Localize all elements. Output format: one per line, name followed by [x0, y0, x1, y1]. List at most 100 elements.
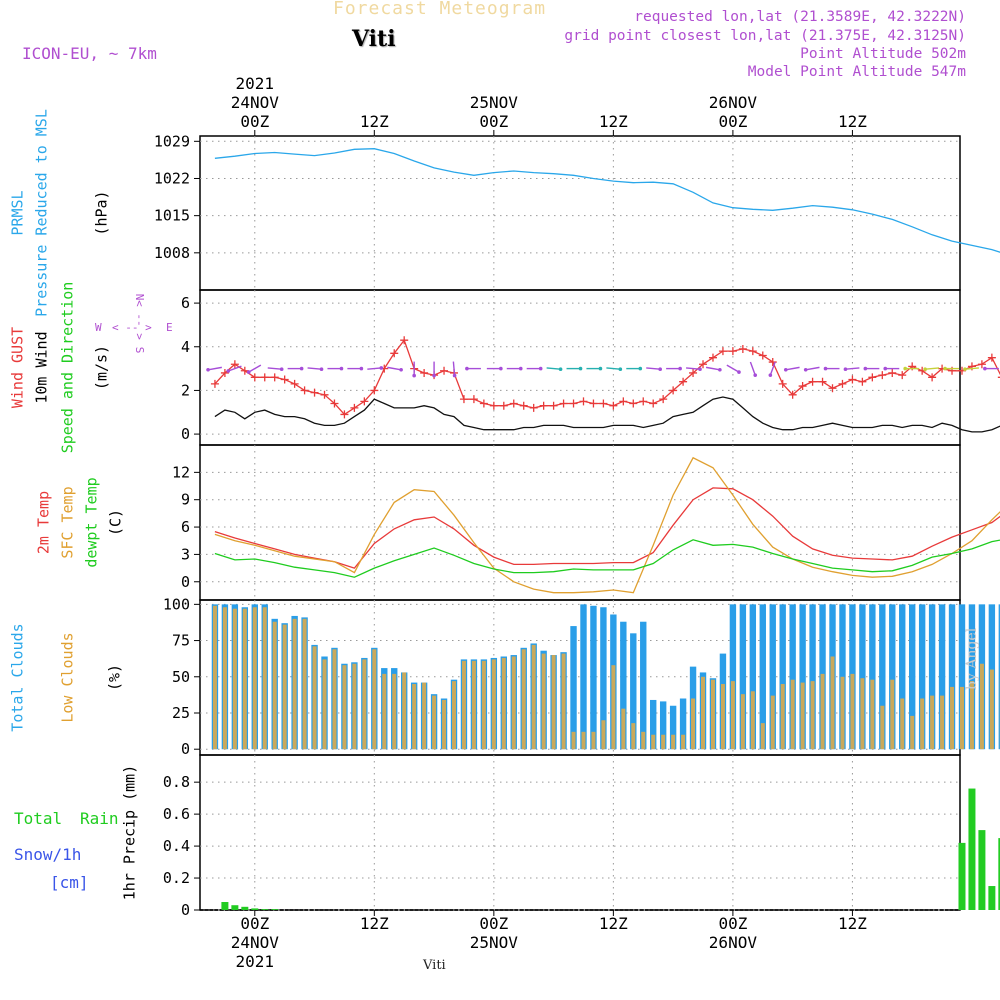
wind-arrow-head — [883, 366, 888, 371]
wind-arrow-head — [718, 368, 722, 372]
gust-marker — [679, 377, 688, 386]
low-cloud-bar — [322, 659, 327, 750]
total-cloud-bar — [590, 605, 597, 750]
low-cloud-bar — [750, 691, 755, 750]
temperature-panel: 0 3 6 9 12 2m Temp SFC Temp dewpt Temp (C) — [35, 444, 1000, 601]
low-cloud-bar — [342, 665, 347, 750]
temperature-label: SFC Temp — [59, 486, 77, 558]
precip-label-total: Total — [14, 809, 62, 828]
wind-arrow-head — [737, 370, 741, 374]
temperature-ytick-label: 3 — [181, 545, 190, 563]
wind-arrow-head — [903, 366, 907, 371]
precip-bar — [251, 908, 259, 910]
wind-arrow-head — [412, 373, 416, 378]
wind-arrow — [686, 367, 701, 370]
total-cloud-bar — [928, 604, 936, 750]
gust-marker — [898, 371, 907, 380]
wind-panel: 0 2 4 6 Wind GUST 10m Wind Speed and Direction… — [9, 282, 1000, 454]
gust-marker — [848, 375, 857, 384]
low-cloud-bar — [442, 699, 447, 750]
wind-arrow-head — [863, 366, 868, 371]
low-cloud-bar — [710, 679, 715, 750]
clouds-ytick-label: 0 — [181, 740, 190, 758]
gust-marker — [529, 403, 538, 412]
temperature-series-line — [214, 456, 1000, 594]
total-cloud-bar — [679, 698, 687, 750]
gust-marker — [479, 399, 488, 408]
clouds-ytick-label: 100 — [163, 595, 190, 613]
chart-title: Forecast Meteogram — [333, 0, 547, 19]
wind-series-line — [214, 338, 1000, 416]
gust-marker — [738, 344, 747, 353]
gust-marker — [220, 368, 229, 377]
gust-marker — [350, 403, 359, 412]
total-cloud-bar — [640, 621, 647, 750]
low-cloud-bar — [989, 669, 994, 750]
precip-bar — [231, 905, 239, 910]
low-cloud-bar — [720, 684, 725, 750]
wind-label: 10m Wind — [33, 331, 51, 403]
bottom-time-label: 12Z — [599, 914, 628, 933]
wind-arrow-head — [206, 368, 210, 372]
total-cloud-bar — [938, 604, 946, 750]
precip-bar — [988, 886, 996, 910]
gridpoint-coords: grid point closest lon,lat (21.375E, 42.… — [564, 28, 966, 44]
pressure-ytick-label: 1022 — [154, 169, 190, 187]
bottom-time-label: 2021 — [236, 952, 275, 971]
total-cloud-bar — [600, 607, 607, 750]
low-cloud-bar — [860, 678, 865, 750]
wind-label: Speed and Direction — [59, 282, 77, 454]
low-cloud-bar — [631, 723, 636, 750]
gust-marker — [997, 376, 1000, 378]
gust-marker — [340, 410, 349, 419]
gust-marker — [459, 395, 468, 404]
low-cloud-bar — [272, 621, 277, 750]
low-cloud-bar — [900, 698, 905, 750]
wind-arrow — [964, 367, 979, 370]
clouds-label: Total Clouds — [9, 623, 27, 731]
wind-arrow-head — [618, 367, 623, 372]
bottom-time-label: 24NOV — [231, 933, 280, 952]
wind-arrow-head — [658, 367, 662, 372]
top-time-label: 2021 — [236, 74, 275, 93]
low-cloud-bar — [511, 656, 516, 750]
gust-marker — [420, 368, 429, 377]
wind-arrow-head — [943, 366, 947, 371]
gust-marker — [778, 379, 787, 388]
low-cloud-bar — [352, 663, 357, 750]
low-cloud-bar — [412, 684, 417, 750]
gust-marker — [888, 368, 897, 377]
gust-marker — [240, 366, 249, 375]
wind-arrow — [925, 367, 940, 370]
wind-arrow — [452, 361, 456, 376]
low-cloud-bar — [551, 655, 556, 750]
gust-marker — [699, 360, 708, 369]
gust-marker — [728, 347, 737, 356]
gust-marker — [639, 397, 648, 406]
low-cloud-bar — [541, 653, 546, 750]
wind-arrow-head — [768, 373, 773, 377]
low-cloud-bar — [491, 659, 496, 750]
wind-arrow — [749, 361, 756, 376]
precip-label: 1hr Precip (mm) — [121, 765, 139, 900]
total-cloud-bar — [908, 604, 916, 750]
low-cloud-bar — [959, 686, 964, 750]
gust-marker — [250, 373, 259, 382]
low-cloud-bar — [870, 679, 875, 750]
gust-marker — [659, 395, 668, 404]
requested-coords: requested lon,lat (21.3589E, 42.3222N) — [634, 9, 966, 25]
gust-marker — [270, 373, 279, 382]
wind-arrow-head — [638, 366, 643, 371]
clouds-ytick-label: 25 — [172, 704, 190, 722]
model-label: ICON-EU, ~ 7km — [22, 44, 157, 63]
top-time-label: 25NOV — [470, 93, 519, 112]
compass-south: S — [133, 347, 146, 354]
wind-arrow — [307, 367, 322, 370]
low-cloud-bar — [252, 607, 257, 750]
low-cloud-bar — [222, 607, 227, 750]
precip-ytick-label: 0.6 — [163, 805, 190, 823]
top-time-label: 00Z — [240, 112, 269, 131]
low-cloud-bar — [611, 665, 616, 750]
gust-marker — [290, 379, 299, 388]
total-cloud-bar — [580, 604, 587, 750]
